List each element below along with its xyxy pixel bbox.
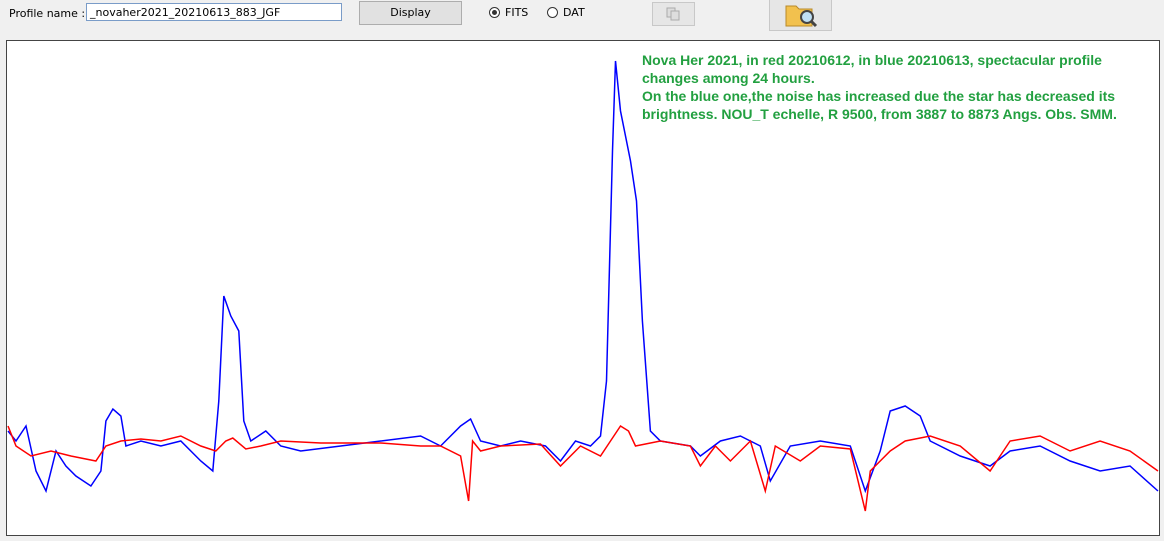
copy-button[interactable] (652, 2, 695, 26)
radio-label: FITS (505, 6, 529, 19)
radio-button[interactable] (489, 7, 500, 18)
display-button[interactable]: Display (359, 1, 462, 25)
spectrum-chart (7, 60, 1159, 512)
spectrum-line (7, 60, 1159, 494)
annotation-line: brightness. NOU_T echelle, R 9500, from … (642, 106, 1117, 122)
radio-label: DAT (563, 6, 585, 19)
plot-area: Nova Her 2021, in red 20210612, in blue … (6, 40, 1160, 536)
annotation: Nova Her 2021, in red 20210612, in blue … (642, 51, 1117, 123)
annotation-line: On the blue one,the noise has increased … (642, 88, 1116, 104)
profile-label: Profile name : (9, 7, 86, 20)
annotation-line: changes among 24 hours. (642, 70, 815, 86)
annotation-line: Nova Her 2021, in red 20210612, in blue … (642, 52, 1102, 68)
radio-button[interactable] (547, 7, 558, 18)
spectrum-line (7, 424, 1159, 512)
copy-icon (666, 7, 680, 21)
folder-icon (785, 5, 818, 28)
profile-input[interactable]: _novaher2021_20210613_883_JGF (86, 3, 342, 21)
open-button[interactable] (769, 0, 832, 31)
